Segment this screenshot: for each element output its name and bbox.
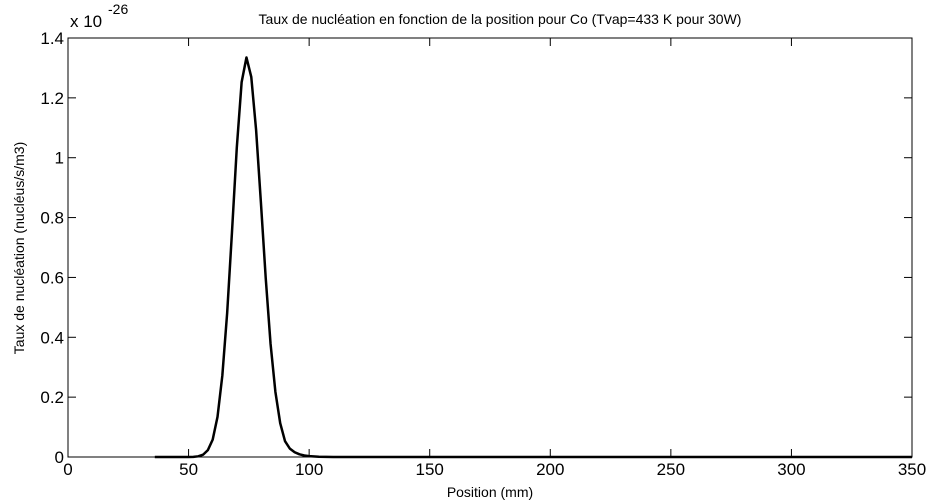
y-tick-label: 0.4 [40,328,64,347]
x-tick-label: 200 [536,460,564,479]
x-tick-label: 50 [179,460,198,479]
x-axis-label: Position (mm) [447,484,533,500]
y-tick-label: 0 [55,448,64,467]
chart-title: Taux de nucléation en fonction de la pos… [259,11,742,27]
y-tick-label: 1 [55,149,64,168]
x-tick-label: 100 [295,460,323,479]
y-tick-label: 1.2 [40,89,64,108]
y-multiplier: x 10 [70,12,102,31]
data-line [154,56,912,459]
x-tick-label: 250 [657,460,685,479]
x-tick-label: 0 [63,460,72,479]
y-exponent: -26 [108,1,128,17]
x-tick-label: 150 [416,460,444,479]
y-tick-label: 0.6 [40,268,64,287]
y-tick-label: 0.8 [40,209,64,228]
y-axis-label: Taux de nucléation (nucléus/s/m3) [11,142,27,354]
y-tick-label: 1.4 [40,29,64,48]
x-tick-label: 300 [777,460,805,479]
y-tick-label: 0.2 [40,388,64,407]
x-tick-label: 350 [898,460,926,479]
